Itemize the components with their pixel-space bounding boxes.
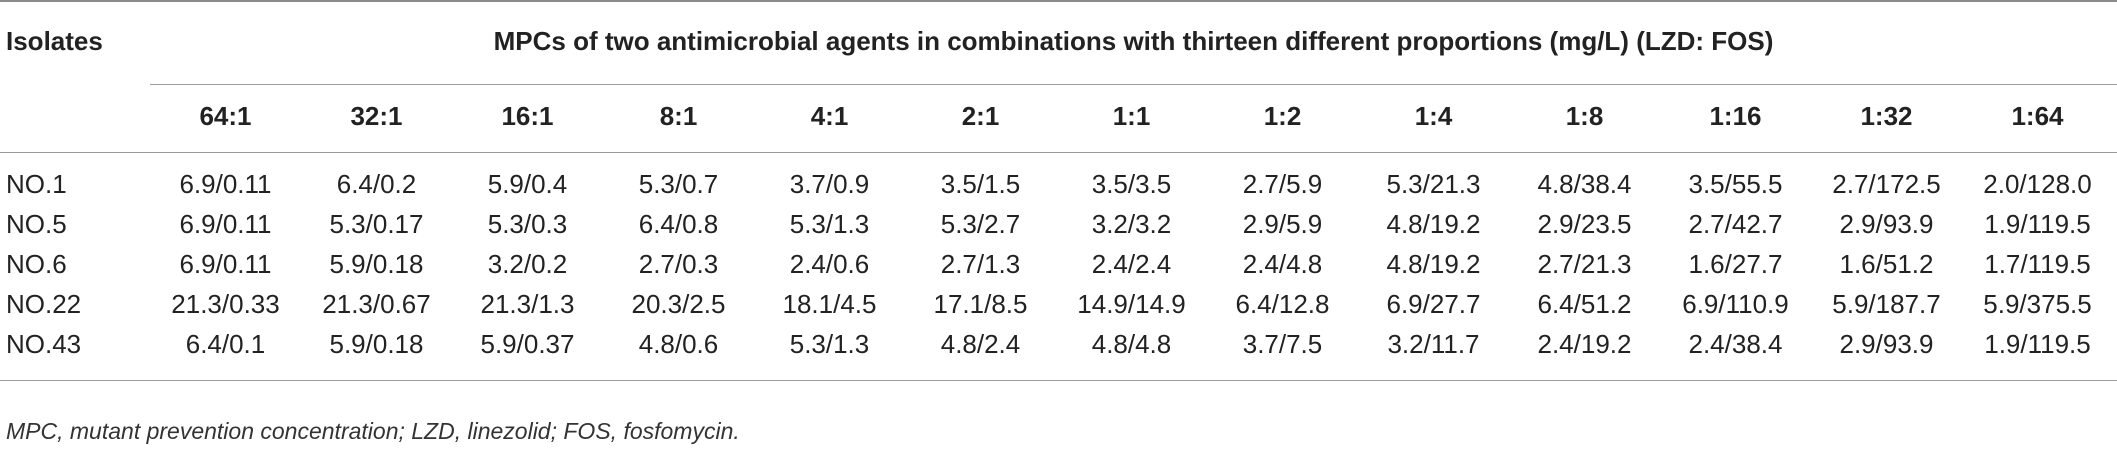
mpc-value-cell: 6.4/0.8 xyxy=(638,208,719,239)
isolate-cell: NO.6 xyxy=(6,248,67,279)
mpc-grid: 64:1 32:1 16:1 8:1 4:1 2:1 1:1 1:2 1:4 1:8 1:16 1:3… xyxy=(0,96,2113,136)
table-row: NO.6 6.9/0.11 5.9/0.18 3.2/0.2 2.7/0.3 2.4/0.… xyxy=(0,244,2113,284)
ratio-header-row: 64:1 32:1 16:1 8:1 4:1 2:1 1:1 1:2 1:4 1:8 1:16 1:3… xyxy=(0,96,2113,136)
isolate-cell: NO.22 xyxy=(6,288,82,319)
title-underline xyxy=(150,84,2117,85)
table-row: NO.1 6.9/0.11 6.4/0.2 5.9/0.4 5.3/0.7 3.7/0.9… xyxy=(0,164,2113,204)
mpc-value-cell: 4.8/2.4 xyxy=(940,328,1021,359)
mpc-value-cell: 6.9/0.11 xyxy=(179,248,272,279)
mpc-value-cell: 2.9/93.9 xyxy=(1839,208,1934,239)
mpc-value-cell: 2.4/19.2 xyxy=(1537,328,1632,359)
isolates-header: Isolates xyxy=(6,26,103,56)
mpc-value-cell: 6.9/27.7 xyxy=(1386,288,1481,319)
ratio-header-cell: 8:1 xyxy=(659,100,698,131)
mpc-value-cell: 3.2/3.2 xyxy=(1091,208,1172,239)
mpc-value-cell: 1.7/119.5 xyxy=(1984,248,2091,279)
mpc-value-cell: 4.8/19.2 xyxy=(1386,248,1481,279)
ratio-header-cell: 64:1 xyxy=(199,100,252,131)
top-rule xyxy=(0,0,2117,2)
mpc-value-cell: 5.9/187.7 xyxy=(1832,288,1941,319)
mpc-value-cell: 2.9/93.9 xyxy=(1839,328,1934,359)
mpc-value-cell: 1.9/119.5 xyxy=(1984,208,2091,239)
mpc-value-cell: 5.3/21.3 xyxy=(1386,168,1481,199)
isolate-cell: NO.1 xyxy=(6,168,67,199)
mpc-value-cell: 5.9/375.5 xyxy=(1983,288,2092,319)
mpc-value-cell: 4.8/38.4 xyxy=(1537,168,1632,199)
ratio-header-cell: 1:4 xyxy=(1414,100,1453,131)
ratio-header-cell: 32:1 xyxy=(350,100,403,131)
mpc-value-cell: 3.5/55.5 xyxy=(1688,168,1783,199)
mpc-value-cell: 5.3/2.7 xyxy=(940,208,1021,239)
mpc-value-cell: 4.8/0.6 xyxy=(638,328,719,359)
mpc-value-cell: 3.5/3.5 xyxy=(1091,168,1172,199)
mpc-value-cell: 21.3/0.67 xyxy=(322,288,431,319)
mpc-value-cell: 5.9/0.37 xyxy=(480,328,575,359)
ratio-header-cell: 16:1 xyxy=(501,100,554,131)
header-rule xyxy=(0,152,2117,153)
mpc-value-cell: 1.9/119.5 xyxy=(1984,328,2091,359)
footnote: MPC, mutant prevention concentration; LZ… xyxy=(6,418,740,444)
mpc-value-cell: 3.2/11.7 xyxy=(1387,328,1480,359)
isolate-cell: NO.43 xyxy=(6,328,82,359)
mpc-body: NO.1 6.9/0.11 6.4/0.2 5.9/0.4 5.3/0.7 3.7/0.9… xyxy=(0,164,2113,364)
mpc-value-cell: 6.9/0.11 xyxy=(179,168,272,199)
mpc-value-cell: 3.5/1.5 xyxy=(940,168,1021,199)
ratio-header-cell: 1:32 xyxy=(1860,100,1913,131)
mpc-value-cell: 5.3/0.17 xyxy=(329,208,424,239)
mpc-value-cell: 6.9/0.11 xyxy=(179,208,272,239)
table-row: NO.43 6.4/0.1 5.9/0.18 5.9/0.37 4.8/0.6 5.3/1… xyxy=(0,324,2113,364)
mpc-value-cell: 2.4/38.4 xyxy=(1688,328,1783,359)
mpc-value-cell: 21.3/1.3 xyxy=(480,288,575,319)
ratio-header-cell: 1:64 xyxy=(2011,100,2064,131)
mpc-value-cell: 14.9/14.9 xyxy=(1077,288,1186,319)
mpc-value-cell: 6.4/51.2 xyxy=(1537,288,1632,319)
mpc-value-cell: 2.9/23.5 xyxy=(1537,208,1632,239)
mpc-value-cell: 3.7/7.5 xyxy=(1242,328,1323,359)
ratio-header-cell: 1:2 xyxy=(1263,100,1302,131)
mpc-value-cell: 2.7/0.3 xyxy=(638,248,719,279)
mpc-value-cell: 1.6/51.2 xyxy=(1839,248,1934,279)
ratio-header-cell: 1:16 xyxy=(1709,100,1762,131)
ratio-header-cell: 4:1 xyxy=(810,100,849,131)
mpc-value-cell: 2.4/2.4 xyxy=(1091,248,1172,279)
table-row: NO.22 21.3/0.33 21.3/0.67 21.3/1.3 20.3/2.5 1… xyxy=(0,284,2113,324)
mpc-value-cell: 6.9/110.9 xyxy=(1682,288,1789,319)
mpc-value-cell: 2.7/1.3 xyxy=(940,248,1021,279)
mpc-value-cell: 2.7/21.3 xyxy=(1537,248,1632,279)
mpc-value-cell: 5.9/0.18 xyxy=(329,248,424,279)
mpc-value-cell: 2.0/128.0 xyxy=(1983,168,2092,199)
mpc-value-cell: 2.4/4.8 xyxy=(1242,248,1323,279)
ratio-header-cell: 2:1 xyxy=(961,100,1000,131)
mpc-value-cell: 4.8/4.8 xyxy=(1091,328,1172,359)
ratio-header-cell: 1:1 xyxy=(1112,100,1151,131)
mpc-value-cell: 5.3/1.3 xyxy=(789,328,870,359)
mpc-value-cell: 3.2/0.2 xyxy=(487,248,568,279)
mpc-value-cell: 4.8/19.2 xyxy=(1386,208,1481,239)
mpc-value-cell: 2.7/172.5 xyxy=(1832,168,1941,199)
mpc-value-cell: 2.9/5.9 xyxy=(1242,208,1323,239)
mpc-value-cell: 5.9/0.18 xyxy=(329,328,424,359)
ratio-header-cell: 1:8 xyxy=(1565,100,1604,131)
mpc-value-cell: 6.4/12.8 xyxy=(1235,288,1330,319)
mpc-value-cell: 2.7/42.7 xyxy=(1688,208,1783,239)
mpc-value-cell: 2.7/5.9 xyxy=(1242,168,1323,199)
mpc-value-cell: 5.3/0.7 xyxy=(638,168,719,199)
mpc-value-cell: 5.3/0.3 xyxy=(487,208,568,239)
mpc-value-cell: 5.9/0.4 xyxy=(487,168,568,199)
mpc-value-cell: 6.4/0.1 xyxy=(185,328,266,359)
mpc-value-cell: 3.7/0.9 xyxy=(789,168,870,199)
mpc-value-cell: 17.1/8.5 xyxy=(933,288,1028,319)
isolate-cell: NO.5 xyxy=(6,208,67,239)
table-row: NO.5 6.9/0.11 5.3/0.17 5.3/0.3 6.4/0.8 5.3/1.… xyxy=(0,204,2113,244)
mpc-value-cell: 18.1/4.5 xyxy=(782,288,877,319)
mpc-value-cell: 21.3/0.33 xyxy=(171,288,280,319)
ratio-header-blank xyxy=(0,96,150,136)
mpc-value-cell: 2.4/0.6 xyxy=(789,248,870,279)
mpc-value-cell: 20.3/2.5 xyxy=(631,288,726,319)
table-title: MPCs of two antimicrobial agents in comb… xyxy=(493,26,1774,56)
mpc-value-cell: 1.6/27.7 xyxy=(1688,248,1783,279)
mpc-value-cell: 5.3/1.3 xyxy=(789,208,870,239)
mpc-value-cell: 6.4/0.2 xyxy=(336,168,417,199)
bottom-rule xyxy=(0,380,2117,381)
